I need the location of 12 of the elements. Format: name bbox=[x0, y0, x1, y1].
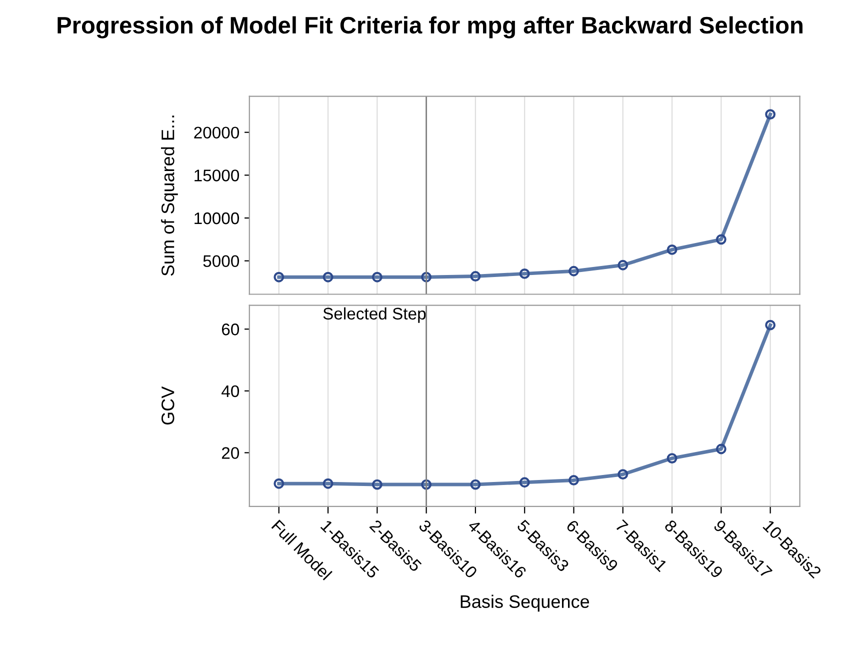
y-tick-label: 20 bbox=[222, 447, 240, 459]
y-axis-title: GCV bbox=[161, 386, 174, 425]
x-axis-title: Basis Sequence bbox=[460, 594, 590, 612]
y-tick-label: 15000 bbox=[194, 170, 240, 182]
y-tick-label: 60 bbox=[222, 324, 240, 336]
y-tick-label: 20000 bbox=[194, 126, 240, 139]
y-axis-title: Sum of Squared E... bbox=[161, 116, 178, 276]
y-tick-label: 10000 bbox=[194, 212, 240, 224]
y-tick-label: 40 bbox=[222, 385, 240, 398]
y-tick-label: 5000 bbox=[203, 255, 240, 268]
chart-title: Progression of Model Fit Criteria for mpg after Backward Selection bbox=[58, 16, 802, 38]
ref-line-label: Selected Step bbox=[323, 307, 426, 323]
